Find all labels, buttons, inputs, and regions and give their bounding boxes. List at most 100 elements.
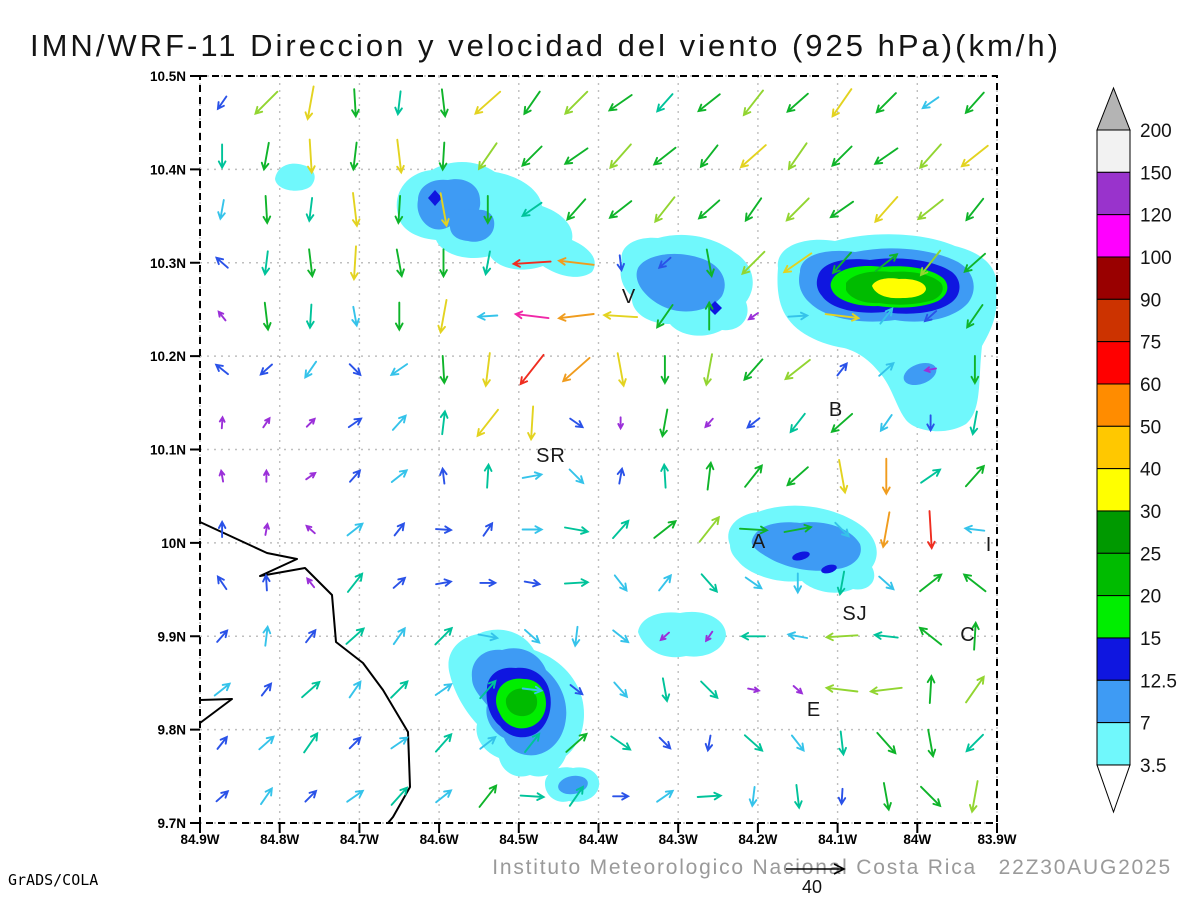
colorbar-segment <box>1096 341 1131 385</box>
wind-arrow <box>658 573 673 592</box>
wind-arrow <box>660 355 670 385</box>
colorbar-segment <box>1096 468 1131 512</box>
wind-arrow <box>744 197 763 223</box>
wind-arrow <box>563 578 590 587</box>
wind-arrow <box>704 300 714 331</box>
colorbar-segment <box>1096 383 1131 427</box>
colorbar-tick-label: 90 <box>1140 290 1161 311</box>
colorbar-segment <box>1096 129 1131 173</box>
wind-speed-contour-12.5-15 <box>428 190 442 206</box>
wind-arrow <box>919 573 943 593</box>
wind-arrow <box>875 92 897 114</box>
wind-arrow <box>926 414 935 433</box>
wind-arrow <box>696 791 723 801</box>
wind-arrow <box>435 525 453 534</box>
wind-arrow <box>964 464 986 488</box>
wind-arrow <box>824 632 859 642</box>
wind-arrow <box>435 789 453 804</box>
wind-arrow <box>260 786 273 806</box>
chart-title: IMN/WRF-11 Direccion y velocidad del vie… <box>30 28 1061 63</box>
colorbar-tick-label: 25 <box>1140 544 1161 565</box>
wind-arrow <box>519 792 546 801</box>
colorbar: 200 150 120 100 90 75 60 50 40 30 25 20 15 12.5 7 3.5 <box>1096 86 1177 814</box>
wind-arrow <box>216 575 228 591</box>
colorbar-segment <box>1096 595 1131 639</box>
wind-arrow <box>217 310 227 322</box>
wind-arrow <box>879 414 893 433</box>
wind-arrow <box>476 408 499 438</box>
wind-arrow <box>439 248 448 279</box>
wind-arrow <box>390 680 409 699</box>
colorbar-tick-label: 7 <box>1140 714 1151 735</box>
wind-arrow <box>482 352 491 388</box>
wind-arrow <box>880 511 891 549</box>
wind-arrow <box>511 259 552 268</box>
wind-arrow <box>740 631 766 641</box>
colorbar-segment <box>1096 552 1131 597</box>
colorbar-tick-label: 120 <box>1140 206 1172 227</box>
wind-arrow <box>434 732 453 753</box>
wind-arrow <box>349 469 362 483</box>
wind-arrow <box>521 525 544 534</box>
wind-arrow <box>705 460 715 491</box>
coastline <box>199 698 233 724</box>
wind-arrow <box>259 363 273 376</box>
lon-tick-label: 84.1W <box>818 832 857 847</box>
wind-arrow <box>262 194 272 225</box>
wind-arrow <box>607 94 633 112</box>
wind-arrow <box>653 519 678 539</box>
wind-arrow <box>881 457 891 496</box>
wind-arrow <box>218 415 226 430</box>
colorbar-tick-label: 12.5 <box>1140 671 1177 692</box>
lon-tick-label: 84W <box>903 832 931 847</box>
wind-arrow <box>616 466 626 485</box>
wind-arrow <box>345 627 366 645</box>
wind-arrow <box>705 248 715 278</box>
wind-arrow <box>698 515 721 543</box>
wind-arrow <box>612 792 631 801</box>
colorbar-segment <box>1096 510 1131 554</box>
lon-tick-label: 84.6W <box>420 832 459 847</box>
wind-arrow <box>569 684 584 696</box>
wind-arrow <box>301 680 321 699</box>
wind-arrow <box>477 142 498 171</box>
wind-arrow <box>659 408 669 439</box>
wind-arrow <box>439 355 449 385</box>
wind-vector-layer <box>213 85 989 814</box>
wind-arrow <box>563 147 589 165</box>
wind-arrow <box>524 628 541 644</box>
city-label-SR: SR <box>536 445 566 467</box>
colorbar-segment <box>1096 171 1131 216</box>
wind-arrow <box>260 141 270 172</box>
wind-arrow <box>616 352 627 388</box>
wind-arrow <box>661 677 671 703</box>
wind-arrow <box>217 143 227 170</box>
wind-arrow <box>569 417 585 429</box>
wind-arrow <box>830 412 854 434</box>
colorbar-segment <box>1096 256 1131 300</box>
wind-arrow <box>350 245 359 282</box>
wind-arrow <box>389 363 409 377</box>
wind-arrow <box>882 782 892 812</box>
wind-arrow <box>390 736 409 750</box>
wind-speed-shading-layer <box>275 161 997 802</box>
wind-arrow <box>435 578 453 587</box>
wind-arrow <box>523 579 542 588</box>
reference-vector: 40 <box>786 863 846 897</box>
colorbar-tick-label: 75 <box>1140 333 1161 354</box>
wind-arrow <box>920 785 942 808</box>
wind-arrow <box>392 626 406 646</box>
wind-arrow <box>561 356 591 383</box>
wind-arrow <box>746 417 761 429</box>
wind-arrow <box>831 145 853 168</box>
wind-arrow <box>656 304 674 329</box>
city-label-B: B <box>829 399 843 421</box>
wind-arrow <box>564 526 590 535</box>
wind-arrow <box>218 468 226 483</box>
wind-arrow <box>391 414 407 431</box>
wind-arrow <box>474 90 502 115</box>
wind-arrow <box>608 200 633 219</box>
wind-arrow <box>748 785 758 808</box>
grads-watermark: GrADS/COLA <box>8 871 99 889</box>
